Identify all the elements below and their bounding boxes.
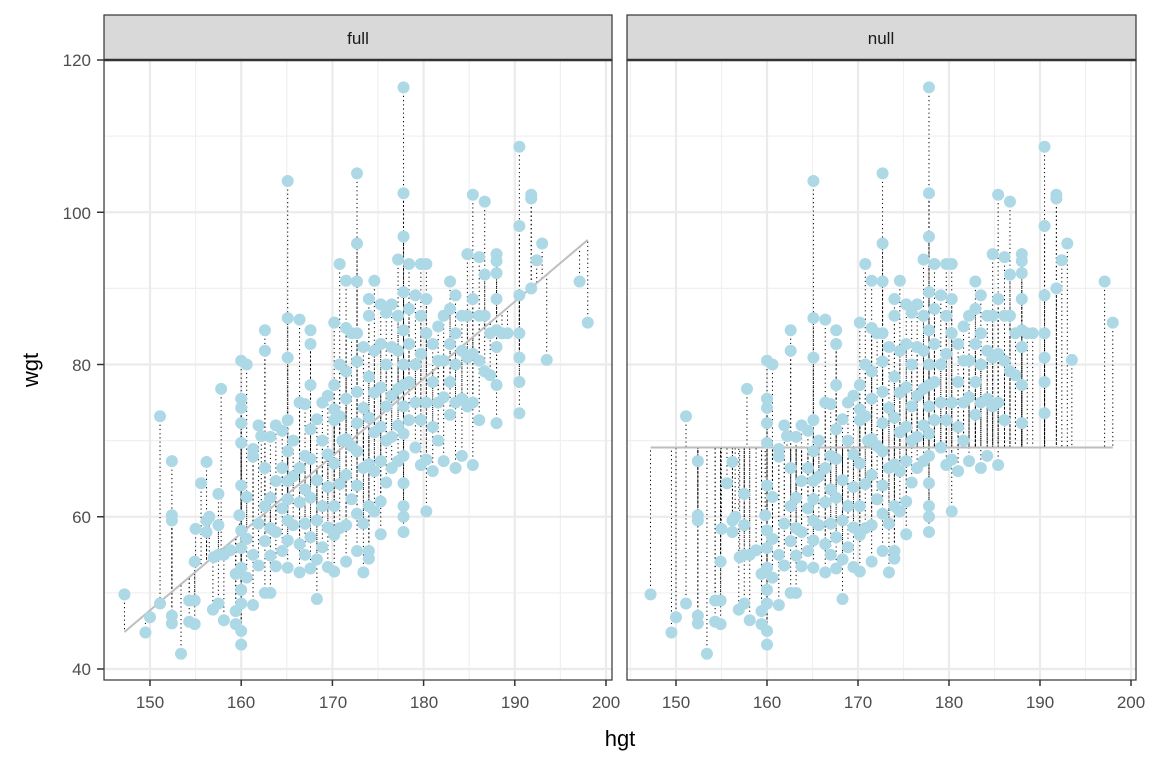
y-axis: 120 100 80 60 40 (63, 51, 91, 679)
x-tick-170-null: 170 (844, 693, 872, 712)
strip-label-null: null (868, 29, 894, 48)
x-tick-190-null: 190 (1026, 693, 1054, 712)
x-axis-full: 150 160 170 180 190 200 (136, 693, 620, 712)
panel-background-null (627, 60, 1136, 680)
x-tick-150-null: 150 (662, 693, 690, 712)
strip-background-null (626, 14, 1137, 61)
points-null (644, 81, 1119, 660)
panel-full: full (103, 14, 613, 681)
y-axis-title: wgt (18, 353, 43, 388)
y-tick-60: 60 (72, 508, 91, 527)
strip-label-full: full (347, 29, 369, 48)
points-full (118, 81, 594, 660)
x-tick-190-full: 190 (501, 693, 529, 712)
x-tick-150-full: 150 (136, 693, 164, 712)
y-tick-120: 120 (63, 51, 91, 70)
fit-line-full (123, 239, 589, 633)
x-tick-180-null: 180 (935, 693, 963, 712)
x-axis-title: hgt (605, 726, 636, 751)
x-tick-170-full: 170 (319, 693, 347, 712)
y-tick-40: 40 (72, 660, 91, 679)
x-tick-160-null: 160 (753, 693, 781, 712)
x-axis-null: 150 160 170 180 190 200 (662, 693, 1145, 712)
x-tick-200-null: 200 (1117, 693, 1145, 712)
x-tick-160-full: 160 (227, 693, 255, 712)
strip-background-full (103, 14, 613, 61)
x-tick-180-full: 180 (410, 693, 438, 712)
y-tick-80: 80 (72, 356, 91, 375)
y-tick-100: 100 (63, 204, 91, 223)
panel-null: null (626, 14, 1137, 681)
panel-background-full (104, 60, 612, 680)
x-tick-200-full: 200 (592, 693, 620, 712)
